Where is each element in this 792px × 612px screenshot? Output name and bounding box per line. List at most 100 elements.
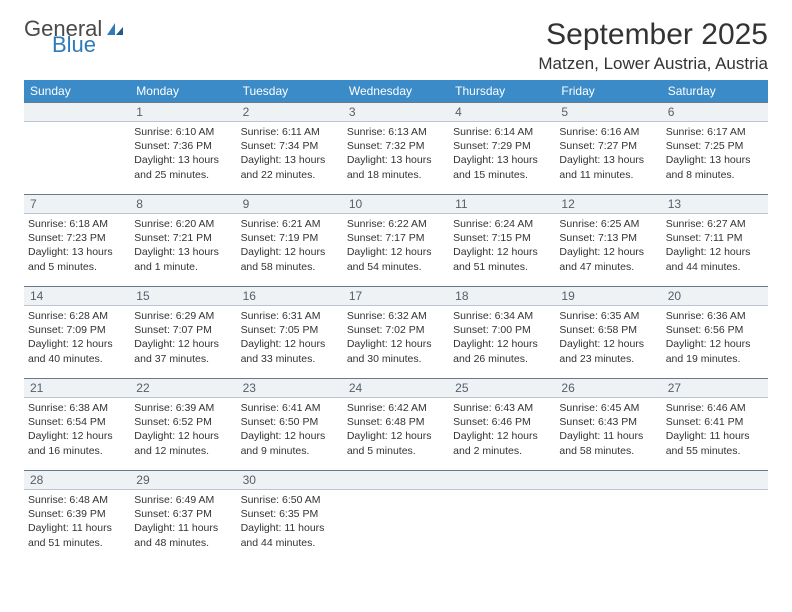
day-cell: Sunrise: 6:34 AMSunset: 7:00 PMDaylight:… — [449, 306, 555, 378]
day-number: 9 — [237, 195, 343, 213]
day-cell: Sunrise: 6:21 AMSunset: 7:19 PMDaylight:… — [237, 214, 343, 286]
info-line: Sunset: 7:17 PM — [347, 231, 445, 245]
dow-label: Wednesday — [343, 80, 449, 102]
day-info: Sunrise: 6:29 AMSunset: 7:07 PMDaylight:… — [134, 309, 232, 366]
info-line: Sunset: 7:00 PM — [453, 323, 551, 337]
info-line: Daylight: 13 hours — [134, 245, 232, 259]
day-cell: Sunrise: 6:14 AMSunset: 7:29 PMDaylight:… — [449, 122, 555, 194]
info-line: Sunrise: 6:34 AM — [453, 309, 551, 323]
day-cell — [343, 490, 449, 562]
info-line: Sunrise: 6:43 AM — [453, 401, 551, 415]
info-line: Sunrise: 6:42 AM — [347, 401, 445, 415]
day-info: Sunrise: 6:35 AMSunset: 6:58 PMDaylight:… — [559, 309, 657, 366]
day-cell: Sunrise: 6:41 AMSunset: 6:50 PMDaylight:… — [237, 398, 343, 470]
info-line: and 26 minutes. — [453, 352, 551, 366]
info-line: Sunrise: 6:36 AM — [666, 309, 764, 323]
day-cell: Sunrise: 6:38 AMSunset: 6:54 PMDaylight:… — [24, 398, 130, 470]
dow-label: Friday — [555, 80, 661, 102]
info-line: Daylight: 12 hours — [453, 245, 551, 259]
logo-text-blue: Blue — [52, 34, 125, 56]
info-line: and 40 minutes. — [28, 352, 126, 366]
info-line: Daylight: 12 hours — [134, 429, 232, 443]
day-cell: Sunrise: 6:48 AMSunset: 6:39 PMDaylight:… — [24, 490, 130, 562]
dow-label: Monday — [130, 80, 236, 102]
week-row: Sunrise: 6:28 AMSunset: 7:09 PMDaylight:… — [24, 306, 768, 378]
day-number: 23 — [237, 379, 343, 397]
day-number: 22 — [130, 379, 236, 397]
dow-label: Sunday — [24, 80, 130, 102]
week-row: Sunrise: 6:38 AMSunset: 6:54 PMDaylight:… — [24, 398, 768, 470]
day-of-week-header: SundayMondayTuesdayWednesdayThursdayFrid… — [24, 80, 768, 102]
day-info: Sunrise: 6:39 AMSunset: 6:52 PMDaylight:… — [134, 401, 232, 458]
info-line: and 16 minutes. — [28, 444, 126, 458]
logo: General Blue — [24, 18, 125, 56]
info-line: Daylight: 12 hours — [347, 429, 445, 443]
day-cell: Sunrise: 6:31 AMSunset: 7:05 PMDaylight:… — [237, 306, 343, 378]
day-number: 24 — [343, 379, 449, 397]
info-line: Daylight: 12 hours — [666, 245, 764, 259]
info-line: Daylight: 12 hours — [134, 337, 232, 351]
day-info: Sunrise: 6:16 AMSunset: 7:27 PMDaylight:… — [559, 125, 657, 182]
info-line: Sunset: 7:02 PM — [347, 323, 445, 337]
info-line: and 55 minutes. — [666, 444, 764, 458]
info-line: Sunset: 7:34 PM — [241, 139, 339, 153]
info-line: Sunrise: 6:38 AM — [28, 401, 126, 415]
day-info: Sunrise: 6:27 AMSunset: 7:11 PMDaylight:… — [666, 217, 764, 274]
info-line: Daylight: 13 hours — [559, 153, 657, 167]
day-number: 28 — [24, 471, 130, 489]
day-number: 5 — [555, 103, 661, 121]
day-number: 13 — [662, 195, 768, 213]
info-line: Sunset: 7:29 PM — [453, 139, 551, 153]
day-info: Sunrise: 6:22 AMSunset: 7:17 PMDaylight:… — [347, 217, 445, 274]
info-line: Sunrise: 6:21 AM — [241, 217, 339, 231]
day-info: Sunrise: 6:36 AMSunset: 6:56 PMDaylight:… — [666, 309, 764, 366]
location: Matzen, Lower Austria, Austria — [538, 54, 768, 74]
info-line: Sunset: 6:46 PM — [453, 415, 551, 429]
day-number: 18 — [449, 287, 555, 305]
info-line: and 58 minutes. — [559, 444, 657, 458]
calendar-page: General Blue September 2025 Matzen, Lowe… — [0, 0, 792, 574]
day-info: Sunrise: 6:38 AMSunset: 6:54 PMDaylight:… — [28, 401, 126, 458]
day-number: 10 — [343, 195, 449, 213]
day-info: Sunrise: 6:28 AMSunset: 7:09 PMDaylight:… — [28, 309, 126, 366]
day-number: 19 — [555, 287, 661, 305]
info-line: and 30 minutes. — [347, 352, 445, 366]
day-info: Sunrise: 6:21 AMSunset: 7:19 PMDaylight:… — [241, 217, 339, 274]
day-number-row: 123456 — [24, 102, 768, 122]
info-line: and 44 minutes. — [666, 260, 764, 274]
day-info: Sunrise: 6:32 AMSunset: 7:02 PMDaylight:… — [347, 309, 445, 366]
day-number: 2 — [237, 103, 343, 121]
info-line: Sunset: 7:19 PM — [241, 231, 339, 245]
info-line: and 2 minutes. — [453, 444, 551, 458]
info-line: Sunset: 6:56 PM — [666, 323, 764, 337]
day-cell: Sunrise: 6:10 AMSunset: 7:36 PMDaylight:… — [130, 122, 236, 194]
info-line: Sunrise: 6:17 AM — [666, 125, 764, 139]
info-line: Sunset: 6:48 PM — [347, 415, 445, 429]
info-line: Sunrise: 6:28 AM — [28, 309, 126, 323]
day-number: 15 — [130, 287, 236, 305]
day-info: Sunrise: 6:25 AMSunset: 7:13 PMDaylight:… — [559, 217, 657, 274]
info-line: Sunrise: 6:18 AM — [28, 217, 126, 231]
day-number: 6 — [662, 103, 768, 121]
info-line: and 19 minutes. — [666, 352, 764, 366]
info-line: Sunset: 7:07 PM — [134, 323, 232, 337]
day-info: Sunrise: 6:10 AMSunset: 7:36 PMDaylight:… — [134, 125, 232, 182]
info-line: and 47 minutes. — [559, 260, 657, 274]
day-cell: Sunrise: 6:28 AMSunset: 7:09 PMDaylight:… — [24, 306, 130, 378]
info-line: Sunset: 6:43 PM — [559, 415, 657, 429]
day-number: 25 — [449, 379, 555, 397]
info-line: Sunrise: 6:14 AM — [453, 125, 551, 139]
day-info: Sunrise: 6:20 AMSunset: 7:21 PMDaylight:… — [134, 217, 232, 274]
dow-label: Saturday — [662, 80, 768, 102]
day-number: 1 — [130, 103, 236, 121]
day-info: Sunrise: 6:31 AMSunset: 7:05 PMDaylight:… — [241, 309, 339, 366]
day-cell: Sunrise: 6:18 AMSunset: 7:23 PMDaylight:… — [24, 214, 130, 286]
dow-label: Tuesday — [237, 80, 343, 102]
info-line: and 23 minutes. — [559, 352, 657, 366]
day-cell: Sunrise: 6:22 AMSunset: 7:17 PMDaylight:… — [343, 214, 449, 286]
info-line: and 51 minutes. — [453, 260, 551, 274]
info-line: and 44 minutes. — [241, 536, 339, 550]
info-line: Sunrise: 6:45 AM — [559, 401, 657, 415]
info-line: and 1 minute. — [134, 260, 232, 274]
day-number: 21 — [24, 379, 130, 397]
